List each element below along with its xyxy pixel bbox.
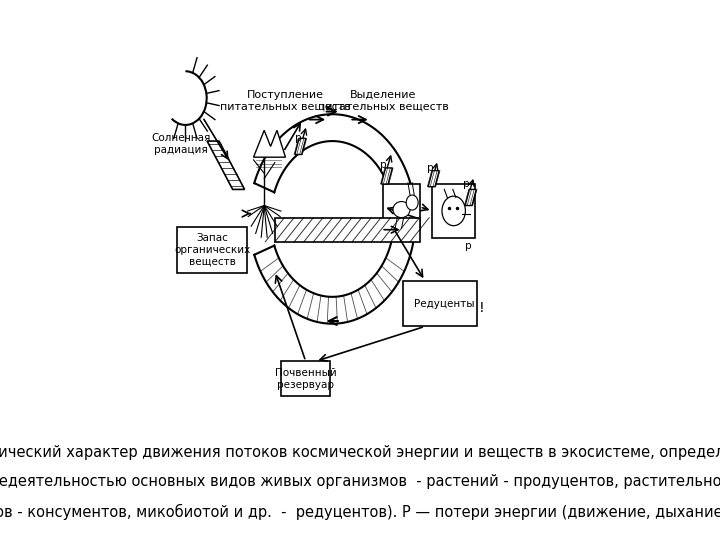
Text: хищников - консументов, микобиотой и др.  -  редуцентов). Р — потери энергии (дв: хищников - консументов, микобиотой и др.…	[0, 504, 720, 520]
Polygon shape	[254, 114, 415, 323]
Text: р: р	[380, 160, 387, 170]
Ellipse shape	[442, 196, 465, 226]
FancyBboxPatch shape	[282, 361, 330, 396]
FancyBboxPatch shape	[433, 184, 475, 238]
Polygon shape	[295, 138, 306, 154]
Text: Выделение
питательных веществ: Выделение питательных веществ	[318, 90, 449, 112]
Text: Редуценты: Редуценты	[414, 299, 474, 308]
Text: Запас
органических
веществ: Запас органических веществ	[174, 233, 250, 266]
FancyBboxPatch shape	[177, 227, 247, 273]
Polygon shape	[253, 130, 285, 157]
Text: р: р	[427, 163, 433, 173]
Text: Солнечная
радиация: Солнечная радиация	[151, 133, 211, 154]
Text: жизнедеятельностью основных видов живых организмов  - растений - продуцентов, ра: жизнедеятельностью основных видов живых …	[0, 474, 720, 489]
Text: р: р	[463, 179, 469, 189]
Ellipse shape	[393, 201, 410, 218]
Polygon shape	[465, 190, 476, 206]
Text: Поступление
питательных веществ: Поступление питательных веществ	[220, 90, 351, 112]
Circle shape	[406, 195, 418, 210]
Text: р: р	[295, 133, 302, 144]
FancyBboxPatch shape	[402, 281, 477, 326]
Polygon shape	[428, 171, 439, 187]
Bar	[275, 218, 420, 242]
Text: Почвенный
резервуар: Почвенный резервуар	[275, 368, 336, 389]
Text: р: р	[465, 241, 472, 251]
Text: Циклический характер движения потоков космической энергии и веществ в экосистеме: Циклический характер движения потоков ко…	[0, 444, 720, 460]
FancyBboxPatch shape	[384, 184, 420, 230]
Text: !: !	[479, 301, 484, 315]
Polygon shape	[382, 168, 392, 184]
Polygon shape	[207, 141, 245, 190]
